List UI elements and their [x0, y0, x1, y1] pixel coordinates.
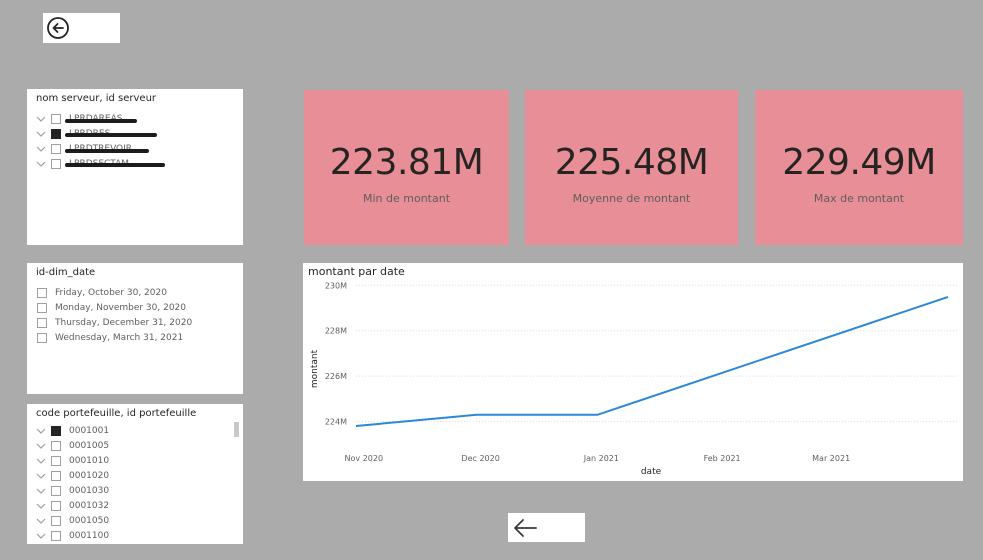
x-tick-label: Dec 2020	[461, 454, 499, 463]
card-avg-label: Moyenne de montant	[525, 192, 738, 205]
redaction-mark	[65, 163, 165, 167]
checkbox[interactable]	[51, 426, 61, 436]
x-axis-label: date	[641, 467, 662, 477]
slicer-date-title: id-dim_date	[36, 267, 95, 278]
checkbox[interactable]	[51, 129, 61, 139]
card-min-value: 223.81M	[304, 142, 509, 183]
circle-arrow-left-icon	[46, 16, 70, 40]
slicer-item[interactable]: 0001010	[35, 453, 235, 468]
slicer-item-label: 0001010	[69, 456, 109, 466]
x-tick-label: Jan 2021	[583, 454, 619, 463]
checkbox[interactable]	[51, 516, 61, 526]
slicer-item-label: 0001030	[69, 486, 109, 496]
checkbox[interactable]	[51, 159, 61, 169]
chevron-down-icon[interactable]	[35, 515, 47, 527]
card-max-value: 229.49M	[755, 142, 963, 183]
arrow-left-icon	[511, 518, 539, 538]
slicer-item[interactable]: Thursday, December 31, 2020	[35, 315, 235, 330]
chevron-down-icon[interactable]	[35, 113, 47, 125]
slicer-item-label: Wednesday, March 31, 2021	[55, 333, 183, 343]
y-tick-label: 224M	[325, 418, 347, 427]
slicer-server: nom serveur, id serveur LPRDAREASLPRDRES…	[27, 89, 243, 245]
slicer-item[interactable]: 0001001	[35, 423, 235, 438]
slicer-item-label: 0001020	[69, 471, 109, 481]
slicer-portefeuille-title: code portefeuille, id portefeuille	[36, 408, 196, 419]
line-chart[interactable]: 224M 226M 228M 230M Nov 2020 Dec 2020 Jan 202…	[303, 263, 963, 481]
checkbox[interactable]	[51, 114, 61, 124]
checkbox[interactable]	[37, 318, 47, 328]
slicer-item[interactable]: 0001005	[35, 438, 235, 453]
x-tick-label: Mar 2021	[812, 454, 850, 463]
slicer-item[interactable]: 0001050	[35, 513, 235, 528]
y-tick-label: 228M	[325, 327, 347, 336]
slicer-item-label: Friday, October 30, 2020	[55, 288, 167, 298]
slicer-item[interactable]: LPRDRES	[35, 126, 235, 141]
slicer-item-label: 0001032	[69, 501, 109, 511]
slicer-item[interactable]: LPRDSECTAM	[35, 156, 235, 171]
chevron-down-icon[interactable]	[35, 440, 47, 452]
card-min-label: Min de montant	[304, 192, 509, 205]
back-button-bottom[interactable]	[508, 513, 585, 542]
chevron-down-icon[interactable]	[35, 485, 47, 497]
slicer-item-label: Monday, November 30, 2020	[55, 303, 186, 313]
y-tick-label: 230M	[325, 281, 347, 290]
slicer-item[interactable]: LPRDAREAS	[35, 111, 235, 126]
slicer-item[interactable]: 0001100	[35, 528, 235, 543]
slicer-portefeuille: code portefeuille, id portefeuille 00010…	[27, 404, 243, 544]
slicer-date-list: Friday, October 30, 2020 Monday, November…	[35, 285, 235, 345]
slicer-portefeuille-scrollbar[interactable]	[234, 422, 239, 437]
card-max: 229.49M Max de montant	[755, 90, 963, 245]
chevron-down-icon[interactable]	[35, 128, 47, 140]
redaction-mark	[65, 149, 149, 153]
y-tick-label: 226M	[325, 372, 347, 381]
slicer-portefeuille-list: 0001001 0001005 0001010 0001020 0001030 00010…	[35, 423, 235, 543]
series-line[interactable]	[356, 297, 948, 426]
checkbox[interactable]	[51, 471, 61, 481]
line-chart-panel: montant par date 224M 226M 228M 230M Nov 20…	[303, 263, 963, 481]
slicer-item-label: 0001001	[69, 426, 109, 436]
chevron-down-icon[interactable]	[35, 158, 47, 170]
chevron-down-icon[interactable]	[35, 530, 47, 542]
slicer-date: id-dim_date Friday, October 30, 2020 Mond…	[27, 263, 243, 394]
chevron-down-icon[interactable]	[35, 470, 47, 482]
checkbox[interactable]	[51, 501, 61, 511]
y-axis-label: montant	[310, 349, 320, 388]
slicer-item[interactable]: 0001020	[35, 468, 235, 483]
chevron-down-icon[interactable]	[35, 500, 47, 512]
slicer-item-label: 0001100	[69, 531, 109, 541]
checkbox[interactable]	[51, 531, 61, 541]
card-avg-value: 225.48M	[525, 142, 738, 183]
slicer-item-label: 0001050	[69, 516, 109, 526]
chevron-down-icon[interactable]	[35, 143, 47, 155]
x-tick-label: Nov 2020	[345, 454, 384, 463]
checkbox[interactable]	[37, 303, 47, 313]
slicer-item[interactable]: 0001030	[35, 483, 235, 498]
checkbox[interactable]	[51, 486, 61, 496]
slicer-item[interactable]: Wednesday, March 31, 2021	[35, 330, 235, 345]
card-avg: 225.48M Moyenne de montant	[525, 90, 738, 245]
x-tick-label: Feb 2021	[704, 454, 741, 463]
slicer-server-list: LPRDAREASLPRDRESLPRDTREVOIRLPRDSECTAM	[35, 111, 235, 171]
checkbox[interactable]	[37, 333, 47, 343]
redaction-mark	[65, 119, 137, 123]
back-button-top[interactable]	[43, 13, 120, 43]
checkbox[interactable]	[51, 144, 61, 154]
slicer-item-label: 0001005	[69, 441, 109, 451]
slicer-item[interactable]: 0001032	[35, 498, 235, 513]
slicer-item[interactable]: LPRDTREVOIR	[35, 141, 235, 156]
card-max-label: Max de montant	[755, 192, 963, 205]
checkbox[interactable]	[37, 288, 47, 298]
checkbox[interactable]	[51, 456, 61, 466]
slicer-item[interactable]: Monday, November 30, 2020	[35, 300, 235, 315]
chevron-down-icon[interactable]	[35, 455, 47, 467]
chevron-down-icon[interactable]	[35, 425, 47, 437]
slicer-server-title: nom serveur, id serveur	[36, 93, 156, 104]
slicer-item[interactable]: Friday, October 30, 2020	[35, 285, 235, 300]
slicer-item-label: Thursday, December 31, 2020	[55, 318, 192, 328]
checkbox[interactable]	[51, 441, 61, 451]
redaction-mark	[65, 133, 157, 137]
card-min: 223.81M Min de montant	[304, 90, 509, 245]
